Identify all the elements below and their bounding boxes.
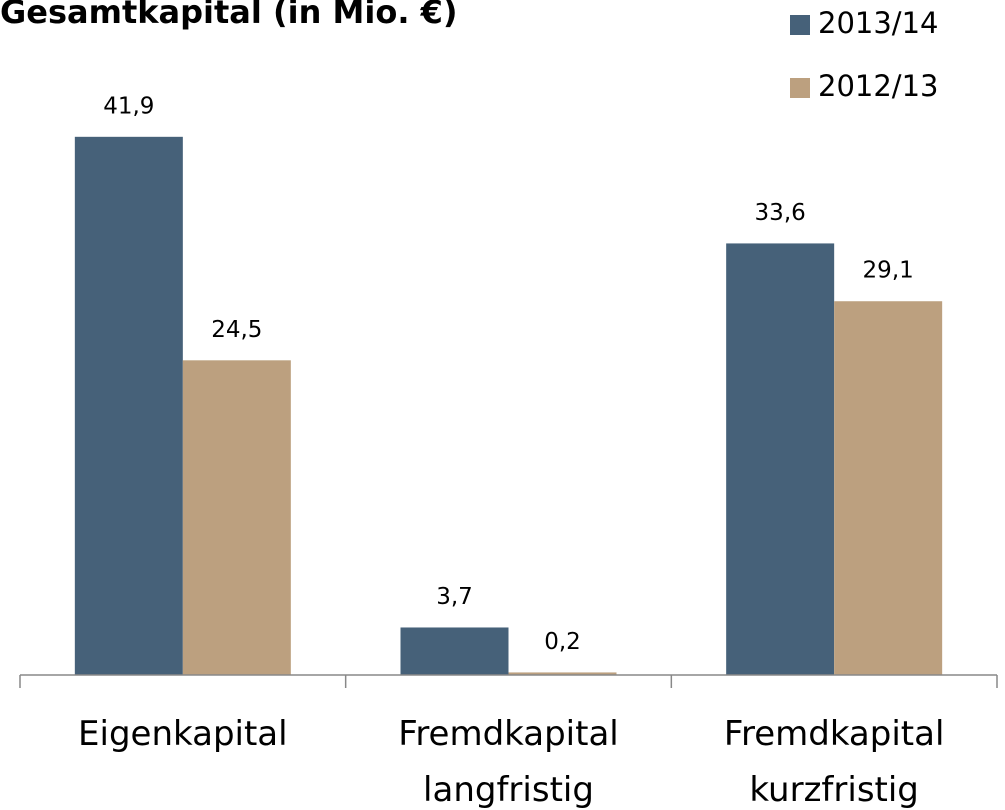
bar bbox=[508, 672, 617, 675]
value-label: 24,5 bbox=[211, 317, 262, 343]
chart-title: Gesamtkapital (in Mio. €) bbox=[0, 0, 458, 31]
value-label: 33,6 bbox=[755, 200, 806, 226]
legend-label: 2012/13 bbox=[818, 69, 938, 103]
x-tick-label: Fremdkapital langfristig bbox=[398, 714, 619, 810]
value-label: 29,1 bbox=[863, 258, 914, 284]
x-tick-label: Eigenkapital bbox=[78, 714, 288, 754]
value-label: 41,9 bbox=[103, 93, 154, 119]
legend-swatch bbox=[790, 78, 810, 98]
bar bbox=[74, 136, 183, 676]
bar bbox=[726, 243, 835, 675]
x-tick-label: Fremdkapital kurzfristig bbox=[723, 714, 945, 810]
legend-label: 2013/14 bbox=[818, 6, 938, 40]
bar bbox=[834, 301, 943, 675]
bar bbox=[182, 360, 291, 675]
bar bbox=[400, 627, 509, 675]
value-label: 3,7 bbox=[436, 584, 473, 610]
value-label: 0,2 bbox=[544, 629, 581, 655]
legend-swatch bbox=[790, 15, 810, 35]
